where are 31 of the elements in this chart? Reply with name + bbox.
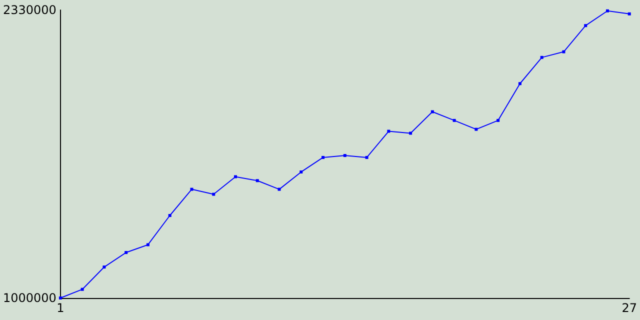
y-tick-label: 2330000 xyxy=(2,3,56,17)
point xyxy=(452,118,456,122)
point xyxy=(278,188,281,191)
point xyxy=(474,128,478,131)
point xyxy=(124,251,128,254)
point xyxy=(212,192,216,196)
point xyxy=(365,156,368,159)
point xyxy=(146,243,150,246)
point xyxy=(562,50,566,54)
point xyxy=(58,296,62,300)
x-tick-label: 1 xyxy=(56,301,64,315)
point xyxy=(300,170,303,174)
x-tick-label: 27 xyxy=(622,301,638,315)
point xyxy=(256,179,259,182)
point xyxy=(190,188,194,191)
point xyxy=(343,154,346,158)
point xyxy=(409,132,412,135)
point xyxy=(387,130,390,133)
point xyxy=(234,175,237,178)
point xyxy=(584,24,588,28)
point xyxy=(322,156,325,159)
point xyxy=(430,110,434,114)
point xyxy=(540,56,544,59)
point xyxy=(80,288,84,291)
point xyxy=(628,12,631,16)
point xyxy=(496,118,500,122)
y-tick-label: 1000000 xyxy=(2,291,56,305)
point xyxy=(168,214,172,217)
point xyxy=(102,266,106,269)
point xyxy=(606,9,609,12)
point xyxy=(518,82,522,86)
